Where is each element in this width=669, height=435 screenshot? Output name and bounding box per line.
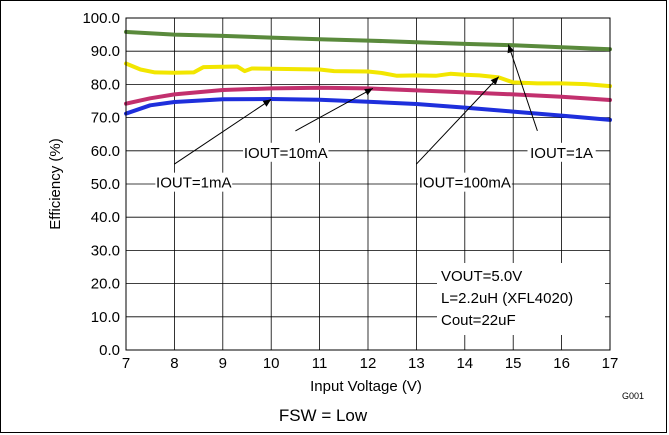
annotation-layer: IOUT=1mA IOUT=10mA IOUT=100mA IOUT=1A [155, 44, 596, 192]
annotation-arrowhead [364, 88, 373, 96]
annotation-arrowhead [507, 44, 515, 54]
annotation-label-bg [527, 142, 596, 162]
x-tick-label: 15 [505, 355, 522, 372]
y-tick-label: 30.0 [91, 242, 120, 259]
x-tick-label: 17 [602, 355, 619, 372]
x-tick-labels: 7 8 9 10 11 12 13 14 15 16 17 [122, 355, 619, 372]
x-tick-label: 13 [408, 355, 425, 372]
x-tick-label: 11 [312, 355, 328, 372]
y-tick-label: 50.0 [91, 176, 120, 193]
x-tick-label: 14 [456, 355, 473, 372]
series-layer [124, 29, 612, 122]
series-line-1 [124, 29, 612, 52]
series-line-4 [124, 97, 612, 122]
x-tick-label: 8 [170, 355, 178, 372]
x-tick-label: 7 [122, 355, 130, 372]
annotation-label: IOUT=1A [530, 145, 593, 162]
conditions-box-bg [437, 263, 605, 335]
annotation-arrow [295, 87, 374, 132]
y-tick-label: 80.0 [91, 76, 120, 93]
conditions-box: VOUT=5.0V L=2.2uH (XFL4020) Cout=22uF [437, 263, 605, 335]
figure-caption: FSW = Low [279, 406, 368, 425]
annotation-label-bg [417, 172, 512, 192]
y-tick-label: 0.0 [99, 342, 120, 359]
x-axis-label: Input Voltage (V) [310, 378, 422, 395]
annotation-label-bg [243, 142, 329, 162]
annotation-label: IOUT=100mA [419, 175, 511, 192]
y-tick-label: 20.0 [91, 276, 120, 293]
annotation-arrow [174, 98, 272, 165]
x-tick-label: 10 [263, 355, 280, 372]
annotation-label-bg [155, 172, 233, 192]
annotation-arrow [416, 76, 500, 165]
annotation-arrowhead [262, 99, 272, 107]
annotation-label: IOUT=1mA [156, 175, 231, 192]
series-line-3 [124, 85, 612, 106]
y-tick-label: 60.0 [91, 143, 120, 160]
y-axis-label: Efficiency (%) [47, 138, 64, 229]
condition-inductor: L=2.2uH (XFL4020) [441, 290, 573, 307]
y-tick-label: 100.0 [82, 10, 120, 27]
condition-cout: Cout=22uF [441, 312, 516, 329]
condition-vout: VOUT=5.0V [441, 268, 522, 285]
y-tick-label: 90.0 [91, 43, 120, 60]
annotation-arrow [507, 44, 538, 132]
y-tick-label: 40.0 [91, 209, 120, 226]
x-tick-label: 9 [219, 355, 227, 372]
y-tick-labels: 0.0 10.0 20.0 30.0 40.0 50.0 60.0 70.0 80.0 90.0 1… [82, 10, 120, 359]
x-tick-label: 12 [360, 355, 377, 372]
x-tick-label: 16 [553, 355, 570, 372]
y-tick-label: 70.0 [91, 110, 120, 127]
plot-border [125, 17, 611, 351]
series-line-2 [124, 61, 612, 89]
annotation-arrowhead [490, 76, 499, 85]
annotation-label: IOUT=10mA [244, 145, 328, 162]
y-tick-label: 10.0 [91, 309, 120, 326]
figure-code: G001 [622, 391, 644, 401]
